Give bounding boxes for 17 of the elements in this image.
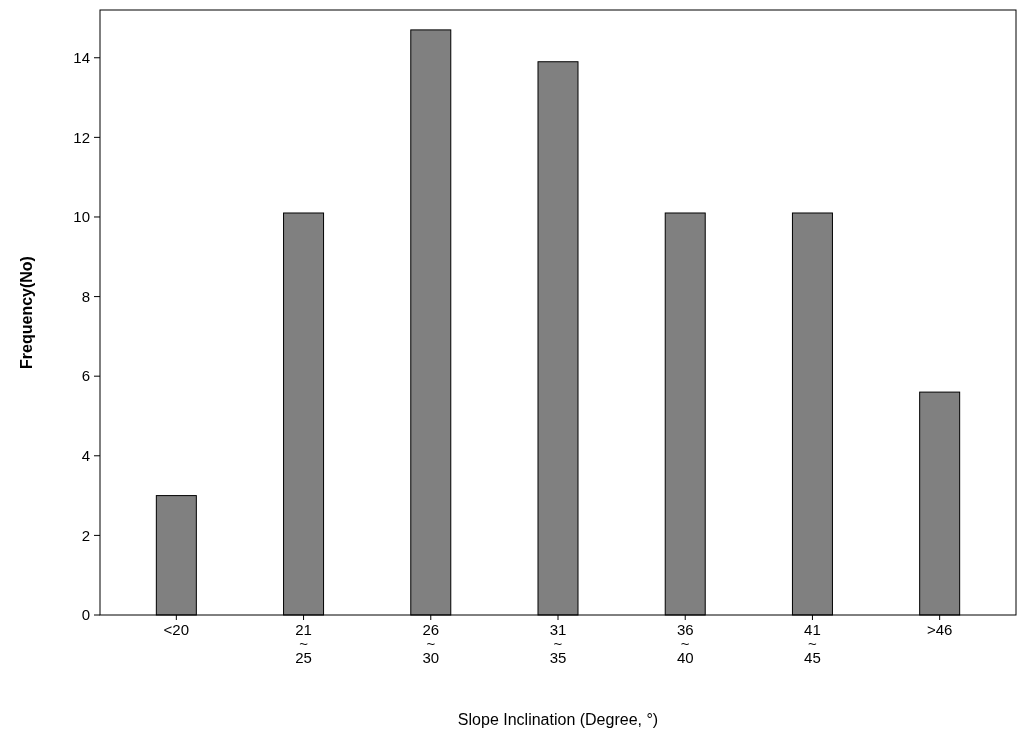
y-tick-label: 4 bbox=[81, 447, 90, 465]
x-tick-label: 26 ~ 30 bbox=[422, 621, 440, 666]
y-axis-title: Frequency(No) bbox=[18, 256, 35, 369]
y-tick-label: 0 bbox=[81, 606, 90, 624]
y-tick-label: 8 bbox=[81, 287, 90, 305]
y-tick-label: 6 bbox=[81, 367, 90, 385]
x-tick-label: 36 ~ 40 bbox=[676, 621, 694, 666]
x-tick-label: 31 ~ 35 bbox=[549, 621, 567, 666]
x-tick-label: 41 ~ 45 bbox=[804, 621, 821, 666]
x-tick-label: 21 ~ 25 bbox=[295, 621, 312, 666]
y-tick-label: 14 bbox=[73, 49, 90, 67]
y-tick-label: 10 bbox=[73, 208, 90, 226]
x-tick-label: >46 bbox=[926, 621, 953, 638]
y-tick-label: 12 bbox=[73, 128, 90, 146]
x-tick-label: <20 bbox=[163, 621, 190, 638]
y-tick-label: 2 bbox=[81, 526, 90, 544]
x-axis-title: Slope Inclination (Degree, °) bbox=[457, 711, 659, 728]
